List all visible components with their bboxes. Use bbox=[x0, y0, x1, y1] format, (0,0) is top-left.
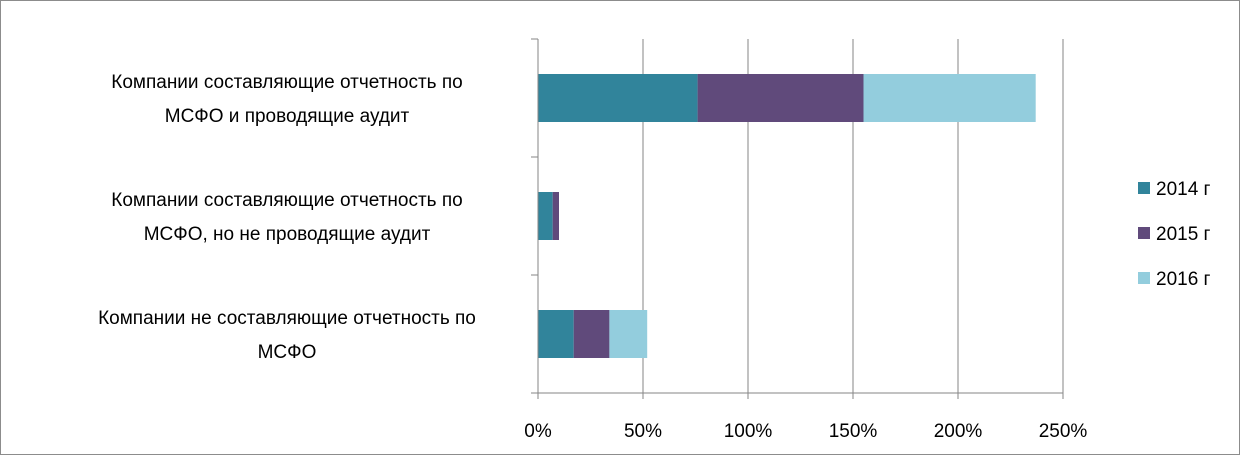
x-tick-label: 200% bbox=[934, 421, 983, 442]
bar-2015-г-cat-1 bbox=[552, 192, 559, 240]
x-tick-label: 250% bbox=[1039, 421, 1088, 442]
x-tick-label: 50% bbox=[624, 421, 662, 442]
bar-2014-г-cat-1 bbox=[538, 192, 553, 240]
category-label: МСФО bbox=[258, 342, 317, 363]
legend-label: 2016 г bbox=[1156, 269, 1211, 290]
category-label: Компании не составляющие отчетность по bbox=[98, 308, 476, 329]
legend-label: 2015 г bbox=[1156, 224, 1211, 245]
category-label: Компании составляющие отчетность по bbox=[111, 72, 462, 93]
x-tick-label: 100% bbox=[724, 421, 773, 442]
bar-2016-г-cat-2 bbox=[609, 310, 648, 358]
legend-swatch bbox=[1138, 272, 1150, 284]
bar-2014-г-cat-2 bbox=[538, 310, 574, 358]
category-label: Компании составляющие отчетность по bbox=[111, 190, 462, 211]
bar-2014-г-cat-0 bbox=[538, 74, 698, 122]
bar-2016-г-cat-0 bbox=[863, 74, 1036, 122]
category-label: МСФО, но не проводящие аудит bbox=[144, 224, 431, 245]
bar-2015-г-cat-0 bbox=[697, 74, 864, 122]
category-label: МСФО и проводящие аудит bbox=[165, 106, 410, 127]
legend-swatch bbox=[1138, 182, 1150, 194]
legend-swatch bbox=[1138, 227, 1150, 239]
legend-label: 2014 г bbox=[1156, 179, 1211, 200]
bar-2015-г-cat-2 bbox=[573, 310, 610, 358]
x-tick-label: 0% bbox=[524, 421, 552, 442]
x-tick-label: 150% bbox=[829, 421, 878, 442]
